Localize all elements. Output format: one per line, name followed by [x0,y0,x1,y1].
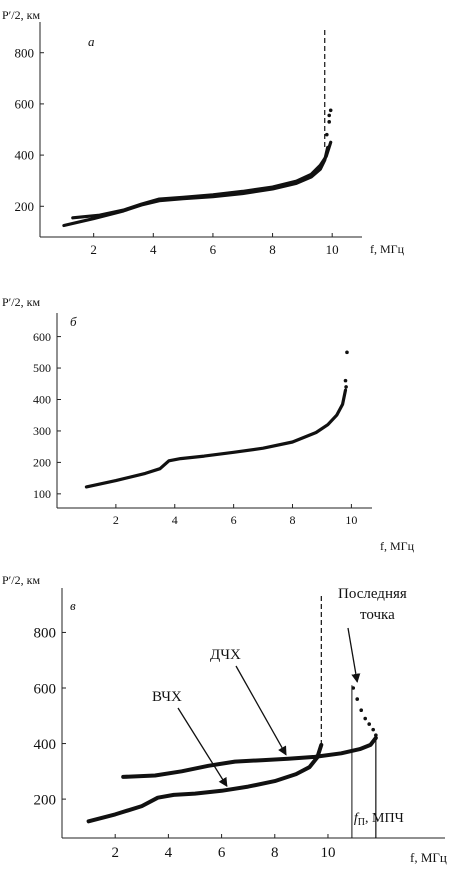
panel-a-xtick-label: 6 [210,242,217,257]
panel-b-xtick-label: 6 [231,513,237,527]
panel-b-xtick-label: 2 [113,513,119,527]
last-point-label-line2: точка [360,607,395,623]
panel-c-label: в [70,598,76,613]
panel-c-scatter-point [355,697,360,701]
panel-c-scatter-point [359,708,364,713]
panel-b-scatter-point [344,385,348,389]
panel-c: P′/2, км в f, МГц 200 400 600 800 2 4 6 8 10 fП,… [2,573,447,865]
panel-c-scatter-point [367,722,371,726]
panel-a-axes: 200 400 600 800 2 4 6 8 10 [15,22,362,257]
panel-b-ytick-label: 600 [33,330,51,344]
panel-b-scatter-point [343,378,348,383]
panel-b-xtick-label: 4 [172,513,178,527]
last-point-label-line1: Последняя [338,586,407,602]
fp-mpch-label: fП, МПЧ [354,811,404,828]
panel-c-ytick-label: 200 [34,792,57,808]
panel-c-xtick-label: 2 [111,845,119,861]
panel-a-scatter-point [328,108,333,113]
panel-c-ytick-label: 400 [34,737,57,753]
panel-b-xtick-label: 8 [290,513,296,527]
panel-c-series-0 [86,742,324,824]
vchx-arrow [177,707,228,787]
panel-b-ytick-label: 100 [33,487,51,501]
panel-b-ytick-label: 400 [33,393,51,407]
panel-c-xtick-label: 10 [320,845,335,861]
panel-a-ytick-label: 600 [15,96,35,111]
dchx-arrow [235,665,287,756]
panel-c-ylabel: P′/2, км [2,573,40,587]
panel-a-label: а [88,34,95,49]
panel-a-marks [62,30,333,228]
panel-c-scatter-point [371,727,375,732]
panel-b-ytick-label: 500 [33,361,51,375]
panel-a-scatter-point [327,113,332,118]
panel-a-ytick-label: 800 [15,45,35,60]
panel-a-scatter-point [325,132,329,137]
panel-a-xtick-label: 4 [150,242,157,257]
fp-symbol: f [354,811,360,826]
panel-b-label: б [70,314,77,329]
panel-c-axes: 200 400 600 800 2 4 6 8 10 [34,588,445,861]
panel-a-ylabel: P′/2, км [2,8,40,22]
panel-c-ytick-label: 600 [34,681,57,697]
panel-c-marks [86,596,378,824]
panel-b-xtick-label: 10 [345,513,357,527]
panel-c-scatter-point [363,716,368,721]
panel-c-xtick-label: 6 [218,845,226,861]
panel-c-xtick-label: 4 [165,845,173,861]
panel-b-ytick-label: 200 [33,456,51,470]
panel-a-xtick-label: 10 [326,242,339,257]
panel-a: P′/2, км а f, МГц 200 400 600 800 2 4 6 8 10 [2,8,405,257]
panel-c-annotations: fП, МПЧ Последняя точка ДЧХ ВЧХ [152,586,407,838]
panel-a-series-1 [71,140,333,220]
panel-b-axes: 100 200 300 400 500 600 2 4 6 8 10 [33,313,372,527]
panel-c-series-1 [121,736,378,779]
dchx-label: ДЧХ [210,647,241,663]
panel-b-marks [84,350,349,489]
panel-b-ytick-label: 300 [33,424,51,438]
fp-subscript: П [358,817,365,828]
panel-a-ytick-label: 400 [15,148,35,163]
panel-a-xlabel: f, МГц [370,242,405,256]
panel-b: P′/2, км б f, МГц 100 200 300 400 500 600 2 4 6 8… [2,295,415,553]
panel-b-scatter-point [345,350,349,355]
panel-c-xtick-label: 8 [271,845,279,861]
vchx-label: ВЧХ [152,689,182,705]
panel-a-scatter-point [327,120,332,124]
panel-a-xtick-label: 8 [269,242,276,257]
panel-a-ytick-label: 200 [15,199,35,214]
panel-b-ylabel: P′/2, км [2,295,40,309]
panel-b-xlabel: f, МГц [380,539,415,553]
panel-c-xlabel: f, МГц [410,850,447,865]
mpch-text: , МПЧ [365,811,404,826]
panel-b-series-0 [84,388,348,489]
panel-c-ytick-label: 800 [34,626,57,642]
last-point-arrow [347,627,361,683]
panel-a-xtick-label: 2 [90,242,97,257]
